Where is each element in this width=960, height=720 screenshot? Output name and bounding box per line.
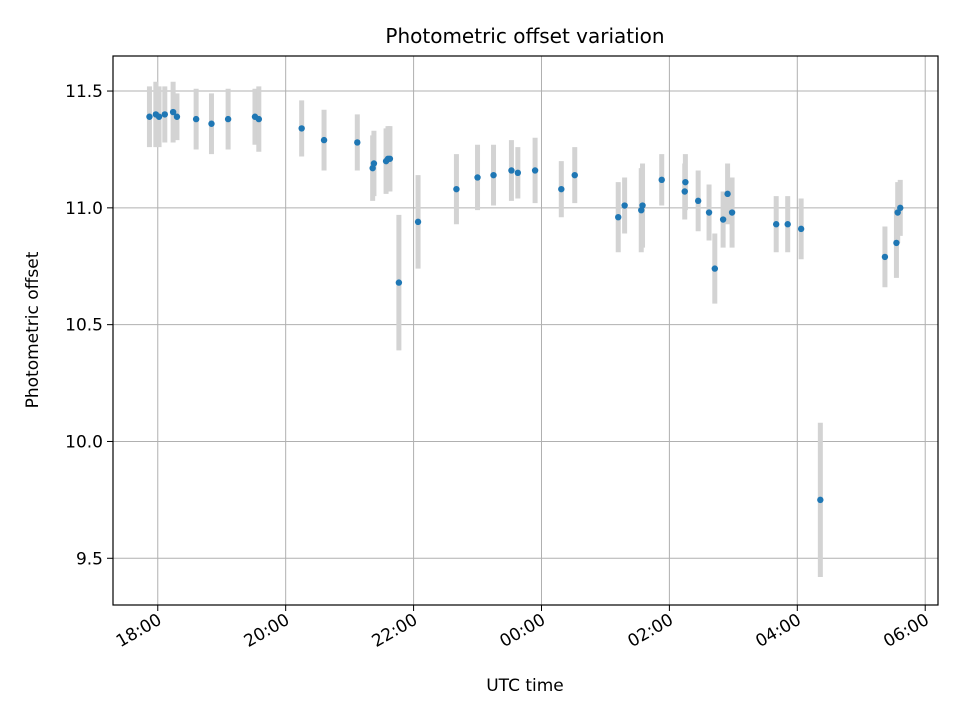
data-point: [508, 167, 515, 174]
data-point: [224, 115, 232, 123]
data-point: [639, 202, 646, 209]
y-tick-label: 11.5: [65, 82, 103, 102]
data-point: [146, 113, 153, 120]
data-point: [694, 197, 702, 205]
data-point: [531, 167, 539, 174]
data-point: [724, 190, 731, 198]
data-point: [658, 176, 665, 184]
data-point: [453, 185, 460, 193]
data-point: [719, 216, 727, 223]
data-point: [817, 496, 824, 504]
y-tick-label: 10.5: [65, 316, 103, 336]
data-point: [772, 221, 780, 228]
data-point: [320, 136, 328, 144]
data-point: [354, 139, 361, 146]
data-point: [414, 218, 422, 226]
plot-frame: [112, 55, 939, 606]
y-tick-label: 9.5: [76, 549, 103, 569]
data-point: [711, 265, 719, 272]
y-tick-label: 10.0: [65, 432, 103, 452]
y-axis-title: Photometric offset: [23, 251, 43, 408]
data-point: [894, 209, 901, 216]
data-point: [682, 178, 689, 186]
data-point: [208, 120, 215, 127]
data-point: [298, 125, 305, 132]
data-point: [881, 253, 889, 261]
data-point: [395, 279, 403, 286]
data-point: [621, 202, 628, 209]
data-point: [514, 169, 522, 177]
data-point: [173, 113, 181, 120]
data-point: [386, 155, 394, 162]
grid: [113, 56, 938, 605]
data-point: [797, 225, 805, 233]
data-point: [705, 209, 713, 216]
data-point: [558, 185, 565, 193]
chart-title: Photometric offset variation: [385, 24, 664, 48]
y-axis: 9.5 10.0 10.5 11.0 11.5: [65, 82, 113, 569]
y-tick-label: 11.0: [65, 199, 103, 219]
data-point: [571, 171, 578, 179]
data-point: [784, 221, 791, 228]
data-point: [474, 174, 481, 181]
data-point: [161, 111, 169, 118]
data-point: [255, 115, 263, 123]
data-point: [728, 209, 736, 216]
data-point: [192, 115, 200, 123]
data-point: [681, 188, 688, 195]
data-point: [370, 160, 378, 167]
data-point: [615, 213, 622, 221]
data-point: [893, 239, 900, 247]
data-point: [897, 204, 904, 212]
data-point: [169, 108, 177, 116]
data-point: [490, 171, 497, 179]
data-point: [155, 113, 163, 120]
x-axis-title: UTC time: [486, 676, 564, 696]
data-points: [146, 108, 904, 504]
